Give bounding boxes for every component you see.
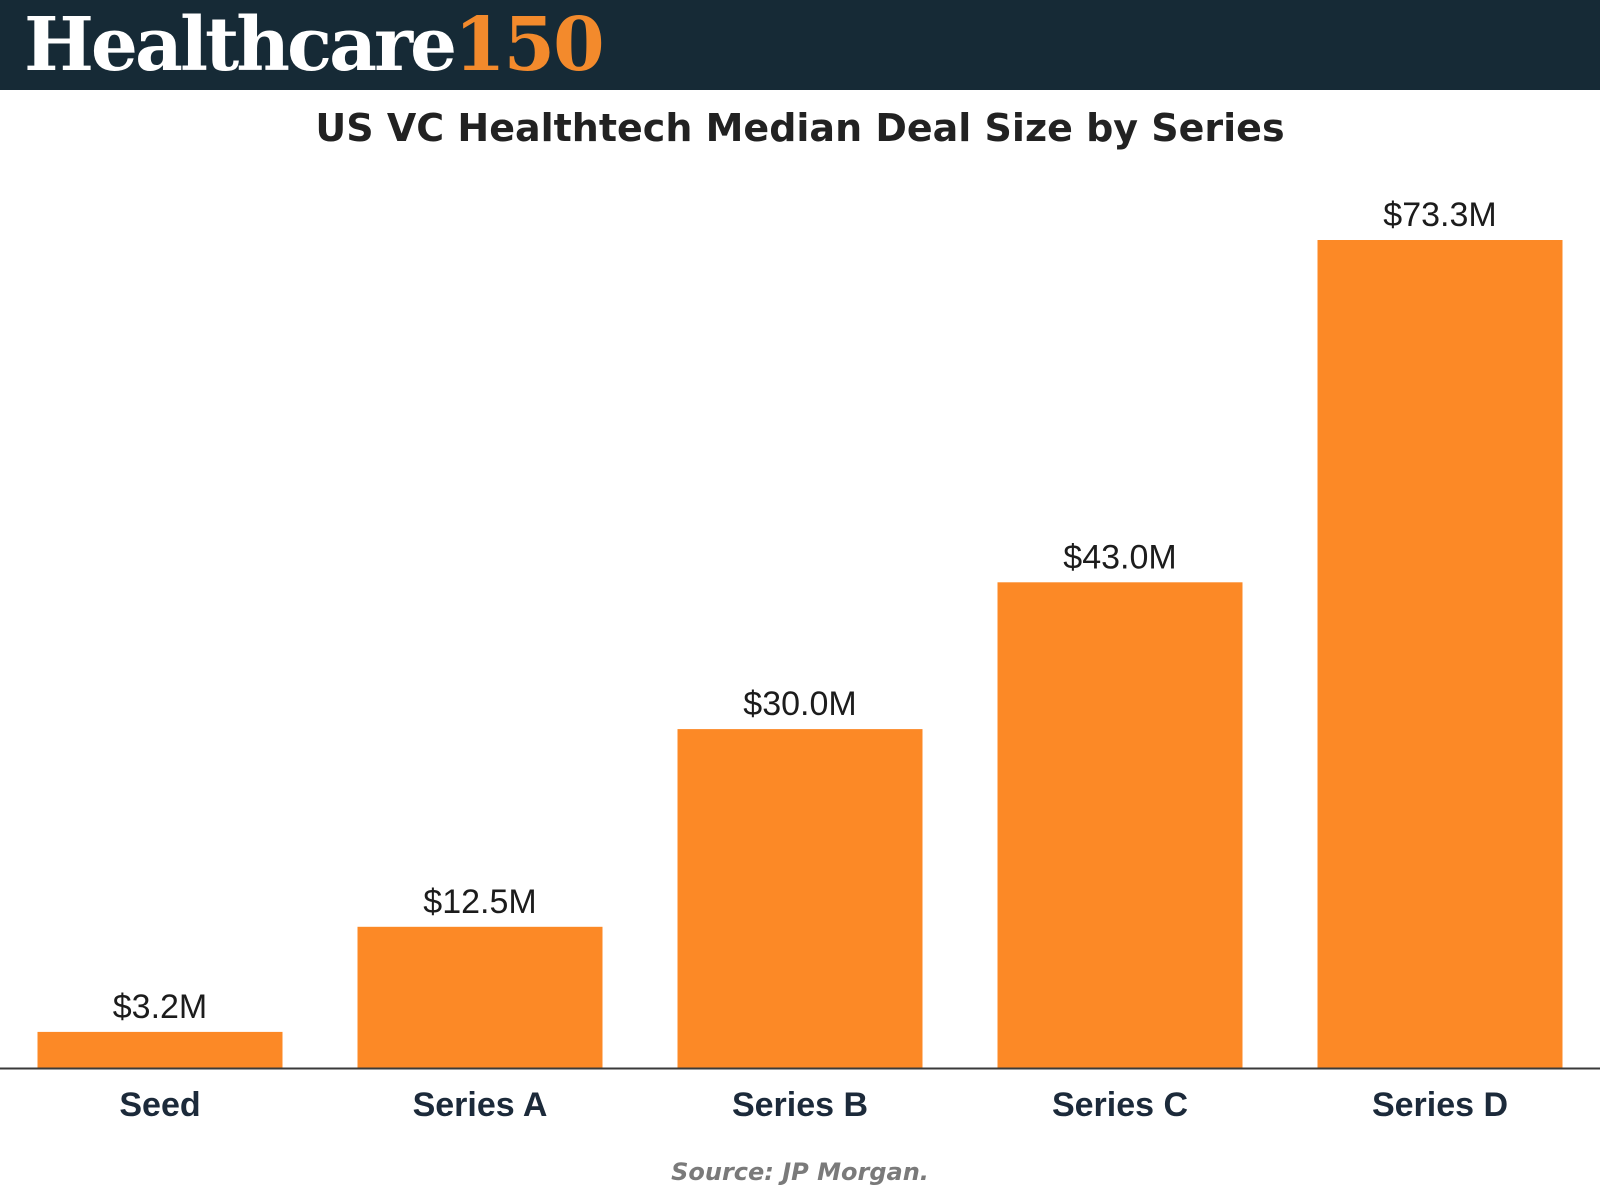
chart-title: US VC Healthtech Median Deal Size by Ser… — [315, 106, 1285, 150]
value-label: $43.0M — [1063, 538, 1176, 576]
value-label: $30.0M — [743, 685, 856, 723]
header-bar: Healthcare150 — [0, 0, 1600, 90]
bar-series-d — [1317, 240, 1563, 1068]
value-label: $3.2M — [113, 988, 208, 1026]
bar-series-a — [357, 926, 603, 1068]
bar-series-c — [997, 582, 1243, 1068]
x-tick-label: Series C — [1052, 1086, 1188, 1124]
value-label: $12.5M — [423, 883, 536, 921]
bar-series-b — [677, 729, 923, 1068]
brand-number: 150 — [454, 2, 604, 88]
brand-name: Healthcare — [24, 2, 457, 88]
bar-seed — [37, 1031, 283, 1068]
x-tick-label: Seed — [119, 1086, 200, 1124]
x-tick-label: Series A — [413, 1086, 548, 1124]
x-tick-label: Series D — [1372, 1086, 1508, 1124]
brand-logo: Healthcare150 — [24, 2, 605, 88]
value-label: $73.3M — [1383, 196, 1496, 234]
x-tick-label: Series B — [732, 1086, 868, 1124]
source-note: Source: JP Morgan. — [671, 1158, 929, 1186]
